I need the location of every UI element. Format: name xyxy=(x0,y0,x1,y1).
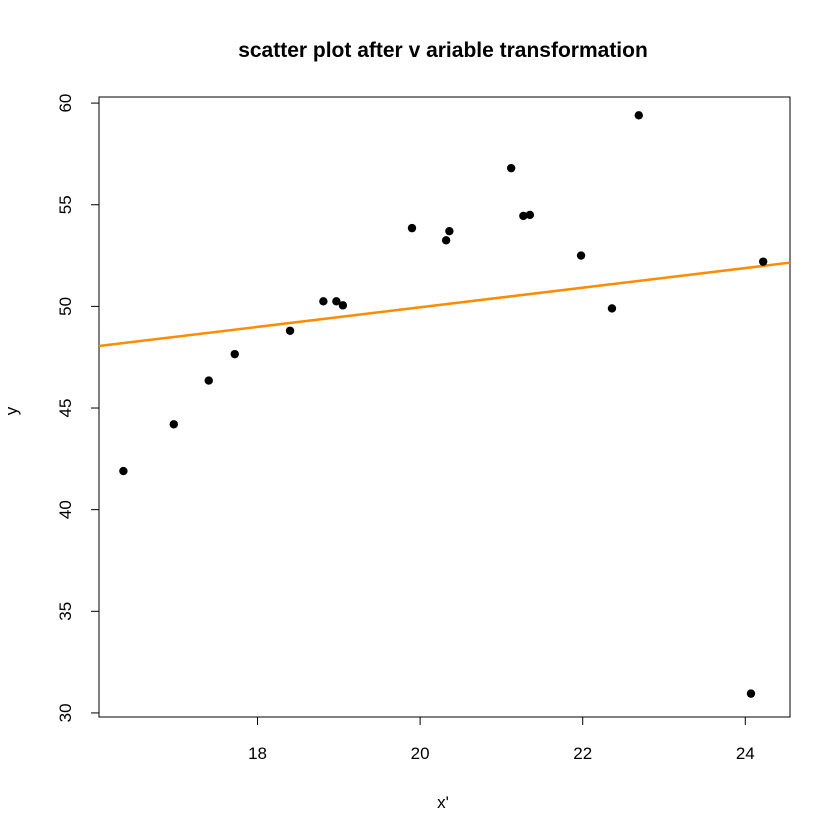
data-point xyxy=(607,304,617,313)
data-point xyxy=(441,236,451,245)
data-point xyxy=(285,326,295,335)
data-point xyxy=(634,111,643,120)
y-tick-label: 55 xyxy=(56,195,75,214)
data-point xyxy=(204,376,213,385)
data-points xyxy=(119,111,768,698)
fit-line xyxy=(98,261,791,348)
plot-frame xyxy=(98,96,791,718)
data-point xyxy=(230,349,239,359)
data-point xyxy=(576,251,586,260)
y-tick-label: 35 xyxy=(56,602,75,621)
x-tick-label: 20 xyxy=(411,744,430,763)
data-point xyxy=(407,223,417,233)
data-point xyxy=(332,297,341,306)
x-tick-label: 22 xyxy=(573,744,592,763)
x-tick-label: 24 xyxy=(736,744,755,763)
y-tick-label: 40 xyxy=(56,500,75,519)
data-point xyxy=(746,689,756,698)
data-point xyxy=(519,211,528,221)
data-point xyxy=(338,301,348,310)
x-axis: 18 20 22 24 xyxy=(248,716,755,763)
chart-title: scatter plot after v ariable transformat… xyxy=(238,39,648,62)
data-point xyxy=(758,257,768,266)
data-point xyxy=(525,210,535,220)
y-tick-label: 30 xyxy=(56,703,75,722)
data-point xyxy=(445,226,454,236)
data-point xyxy=(506,163,516,173)
y-axis: 30 35 40 45 50 55 60 xyxy=(56,94,100,722)
y-tick-label: 45 xyxy=(56,399,75,418)
x-axis-label: x' xyxy=(437,793,449,812)
y-tick-label: 60 xyxy=(56,94,75,113)
data-point xyxy=(169,420,178,429)
y-axis-label: y xyxy=(2,406,21,415)
data-point xyxy=(319,297,328,306)
y-tick-label: 50 xyxy=(56,297,75,316)
data-point xyxy=(119,466,128,476)
x-tick-label: 18 xyxy=(248,744,267,763)
